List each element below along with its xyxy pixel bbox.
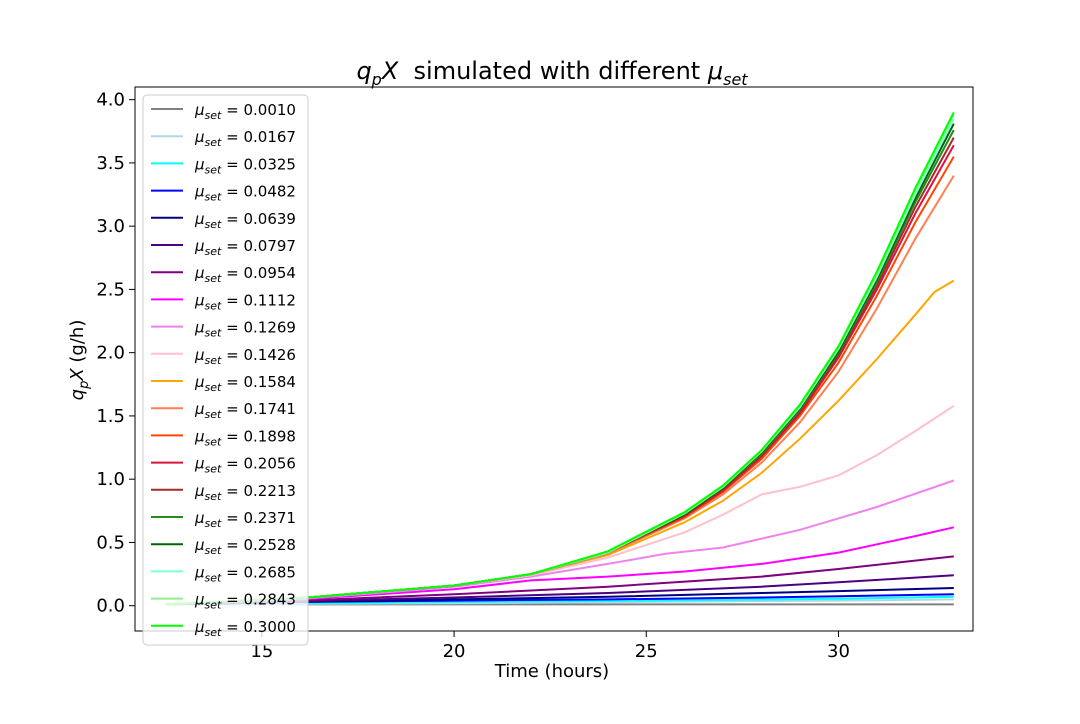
y-tick-label-7: 3.5: [96, 153, 125, 174]
title-text: simulated with different: [398, 57, 708, 85]
y-axis-label: qpX (g/h): [67, 320, 92, 401]
x-tick-label-1: 20: [443, 641, 466, 662]
chart-title: qpX simulated with different μset: [356, 57, 748, 89]
y-tick-label-4: 2.0: [96, 343, 125, 364]
legend-entry-2: μset = 0.0325: [194, 155, 296, 176]
x-tick-label-0: 15: [250, 641, 273, 662]
title-math-sub: p: [371, 70, 382, 89]
legend-entry-9: μset = 0.1426: [194, 346, 296, 367]
legend-entry-10: μset = 0.1584: [194, 373, 296, 394]
legend-entry-13: μset = 0.2056: [194, 455, 296, 476]
legend-entry-15: μset = 0.2371: [194, 509, 296, 530]
title-mu-sub: set: [723, 70, 748, 89]
series-line-7: [165, 526, 955, 606]
ylabel-math-var: X: [67, 368, 88, 382]
y-tick-label-3: 1.5: [96, 406, 125, 427]
ylabel-math-sub: p: [77, 381, 92, 390]
legend-entry-12: μset = 0.1898: [194, 427, 296, 448]
legend-entry-6: μset = 0.0954: [194, 264, 296, 285]
legend-entry-5: μset = 0.0797: [194, 237, 296, 258]
y-tick-label-5: 2.5: [96, 279, 125, 300]
y-tick-label-0: 0.0: [96, 596, 125, 617]
y-tick-label-2: 1.0: [96, 469, 125, 490]
legend-entry-16: μset = 0.2528: [194, 536, 296, 557]
title-mu: μ: [707, 57, 723, 85]
title-math-var: X: [380, 57, 399, 85]
legend-entry-19: μset = 0.3000: [194, 618, 296, 639]
legend-box: [142, 94, 309, 646]
ylabel-math-main: q: [67, 389, 88, 400]
legend-entry-1: μset = 0.0167: [194, 128, 296, 149]
legend: μset = 0.0010 μset = 0.0167 μset = 0.0325 μ…: [142, 94, 309, 646]
legend-entry-11: μset = 0.1741: [194, 400, 296, 421]
y-tick-label-1: 0.5: [96, 532, 125, 553]
legend-entry-17: μset = 0.2685: [194, 563, 296, 584]
x-tick-label-3: 30: [827, 641, 850, 662]
plot-frame: [134, 86, 974, 632]
legend-entry-14: μset = 0.2213: [194, 482, 296, 503]
series-line-2: [165, 595, 954, 606]
legend-entry-0: μset = 0.0010: [194, 101, 296, 122]
title-math-main: q: [356, 57, 371, 85]
ticks-layer: 15 20 25 30 0.0 0.5 1.0 1.5 2.0 2.5 3.0 3.5 4.0: [96, 90, 850, 662]
legend-entry-7: μset = 0.1112: [194, 291, 296, 312]
series-line-19: [165, 111, 955, 606]
ylabel-unit: (g/h): [67, 320, 88, 369]
legend-entry-8: μset = 0.1269: [194, 319, 296, 340]
legend-entry-18: μset = 0.2843: [194, 591, 296, 612]
x-tick-label-2: 25: [635, 641, 658, 662]
y-tick-label-8: 4.0: [96, 90, 125, 111]
y-tick-label-6: 3.0: [96, 216, 125, 237]
x-axis-label: Time (hours): [494, 661, 609, 682]
legend-entry-4: μset = 0.0639: [194, 210, 296, 231]
legend-entry-3: μset = 0.0482: [194, 183, 296, 204]
